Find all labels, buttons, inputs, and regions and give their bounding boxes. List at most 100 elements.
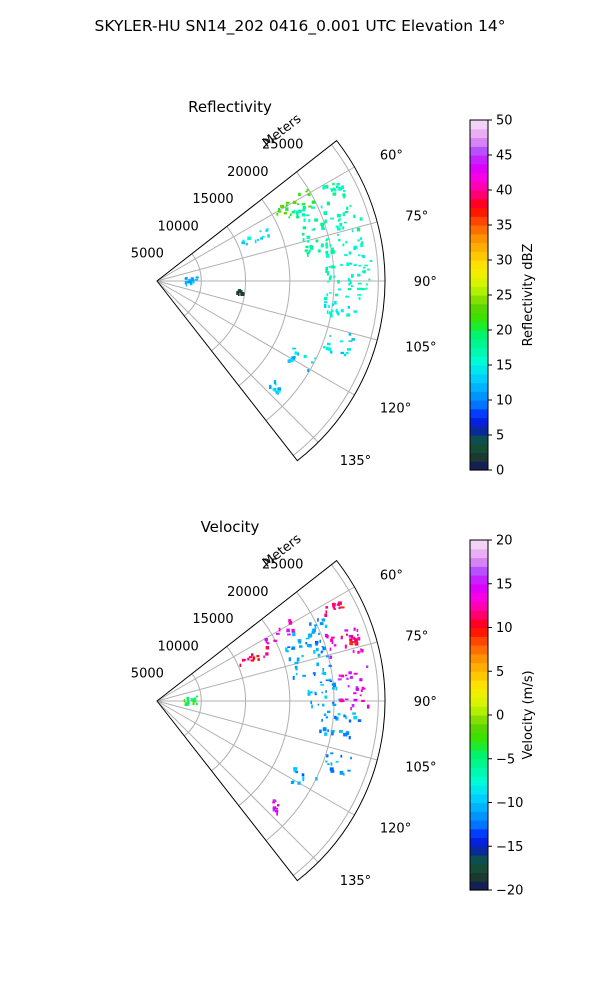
echo-gate xyxy=(326,201,330,206)
azimuth-tick-label: 120° xyxy=(380,401,411,416)
echo-gate xyxy=(340,340,343,343)
echo-gate xyxy=(342,243,345,247)
echo-gate xyxy=(332,265,335,268)
echo-gate xyxy=(323,646,326,651)
echo-gate xyxy=(267,234,270,238)
colorbar-segment xyxy=(470,793,488,804)
colorbar-segment xyxy=(470,828,488,839)
colorbar-segment xyxy=(470,155,488,165)
echo-gate xyxy=(337,678,342,681)
echo-gate xyxy=(333,608,336,610)
colorbar-segment xyxy=(470,163,488,174)
azimuth-tick-label: 90° xyxy=(414,695,437,710)
echo-gate xyxy=(350,285,354,287)
echo-gate xyxy=(249,656,253,659)
echo-gate xyxy=(308,219,311,223)
echo-gate xyxy=(322,671,327,675)
colorbar-segment xyxy=(470,750,488,760)
range-ring xyxy=(265,591,335,841)
echo-gate xyxy=(340,187,343,190)
azimuth-tick-label: 105° xyxy=(405,340,436,355)
echo-gate xyxy=(326,184,329,189)
echo-gate xyxy=(307,689,310,693)
echo-gate xyxy=(276,812,278,816)
colorbar-segment xyxy=(470,741,488,751)
range-ring xyxy=(211,646,246,772)
range-ring xyxy=(265,171,335,421)
echo-gate xyxy=(294,661,299,665)
azimuth-gridline xyxy=(156,641,378,702)
echo-gate xyxy=(241,241,245,245)
echo-gate xyxy=(363,687,366,690)
echo-gate xyxy=(317,618,319,622)
echo-gate xyxy=(366,665,369,668)
echo-gate xyxy=(331,641,334,645)
echo-gate xyxy=(285,204,289,207)
echo-gate xyxy=(368,278,371,281)
echo-gate xyxy=(292,676,295,680)
colorbar-segment xyxy=(470,435,488,445)
colorbar-segment xyxy=(470,382,488,392)
echo-gate xyxy=(338,218,341,221)
echo-gate xyxy=(357,633,359,637)
echo-gate xyxy=(361,255,365,257)
echo-gate xyxy=(308,634,312,638)
echo-gate xyxy=(288,619,292,622)
echo-gate xyxy=(302,776,305,780)
colorbar-tick-label: 5 xyxy=(496,665,504,680)
echo-gate xyxy=(315,640,319,644)
range-ring xyxy=(238,198,291,387)
echo-gate xyxy=(302,674,306,677)
echo-gate xyxy=(319,639,321,643)
echo-gate xyxy=(359,217,363,221)
echo-gate xyxy=(317,703,320,706)
echo-gate xyxy=(274,388,277,391)
echo-gate xyxy=(326,293,329,297)
echo-gate xyxy=(274,383,277,386)
echo-gate xyxy=(332,182,335,186)
echo-gate xyxy=(288,216,291,219)
echo-gate xyxy=(273,389,277,392)
echo-gate xyxy=(346,206,349,210)
echo-gate xyxy=(340,674,345,678)
echo-gate xyxy=(278,627,281,632)
range-tick-label: 15000 xyxy=(192,192,233,207)
colorbar-segment xyxy=(470,758,488,769)
echo-gate xyxy=(334,715,337,719)
colorbar-segment xyxy=(470,723,488,734)
echo-gate xyxy=(185,280,189,283)
echo-gate xyxy=(291,647,294,650)
echo-gate xyxy=(239,663,242,667)
colorbar-segment xyxy=(470,846,488,856)
echo-gate xyxy=(346,677,349,680)
echo-gate xyxy=(343,195,345,199)
echo-gate xyxy=(348,251,352,255)
radar-panel-2: Velocity500010000150002000025000Meters60… xyxy=(131,518,536,899)
echo-gate xyxy=(328,305,330,308)
echo-gate xyxy=(348,671,352,675)
colorbar-segment xyxy=(470,837,488,847)
echo-gate xyxy=(361,699,365,702)
echo-gate xyxy=(310,700,312,705)
echo-gate xyxy=(342,212,345,217)
colorbar-tick-label: 15 xyxy=(496,577,513,592)
range-tick-label: 5000 xyxy=(131,247,164,262)
echo-gate xyxy=(261,235,265,238)
echo-gate xyxy=(335,310,338,313)
colorbar-segment xyxy=(470,855,488,865)
echo-gate xyxy=(325,346,329,351)
echo-gate xyxy=(335,761,339,763)
echo-gate xyxy=(328,664,331,667)
echo-gate xyxy=(322,703,325,707)
echo-gate xyxy=(347,288,352,291)
echo-gate xyxy=(335,185,339,189)
echo-gate xyxy=(338,239,341,242)
echo-gate xyxy=(306,643,309,647)
echo-gate xyxy=(354,638,358,643)
echo-gate xyxy=(329,313,333,318)
echo-gate xyxy=(339,770,344,775)
echo-gate xyxy=(340,606,345,609)
echo-gate xyxy=(335,686,338,691)
colorbar-tick-label: 40 xyxy=(496,184,513,199)
echo-gate xyxy=(333,300,337,305)
